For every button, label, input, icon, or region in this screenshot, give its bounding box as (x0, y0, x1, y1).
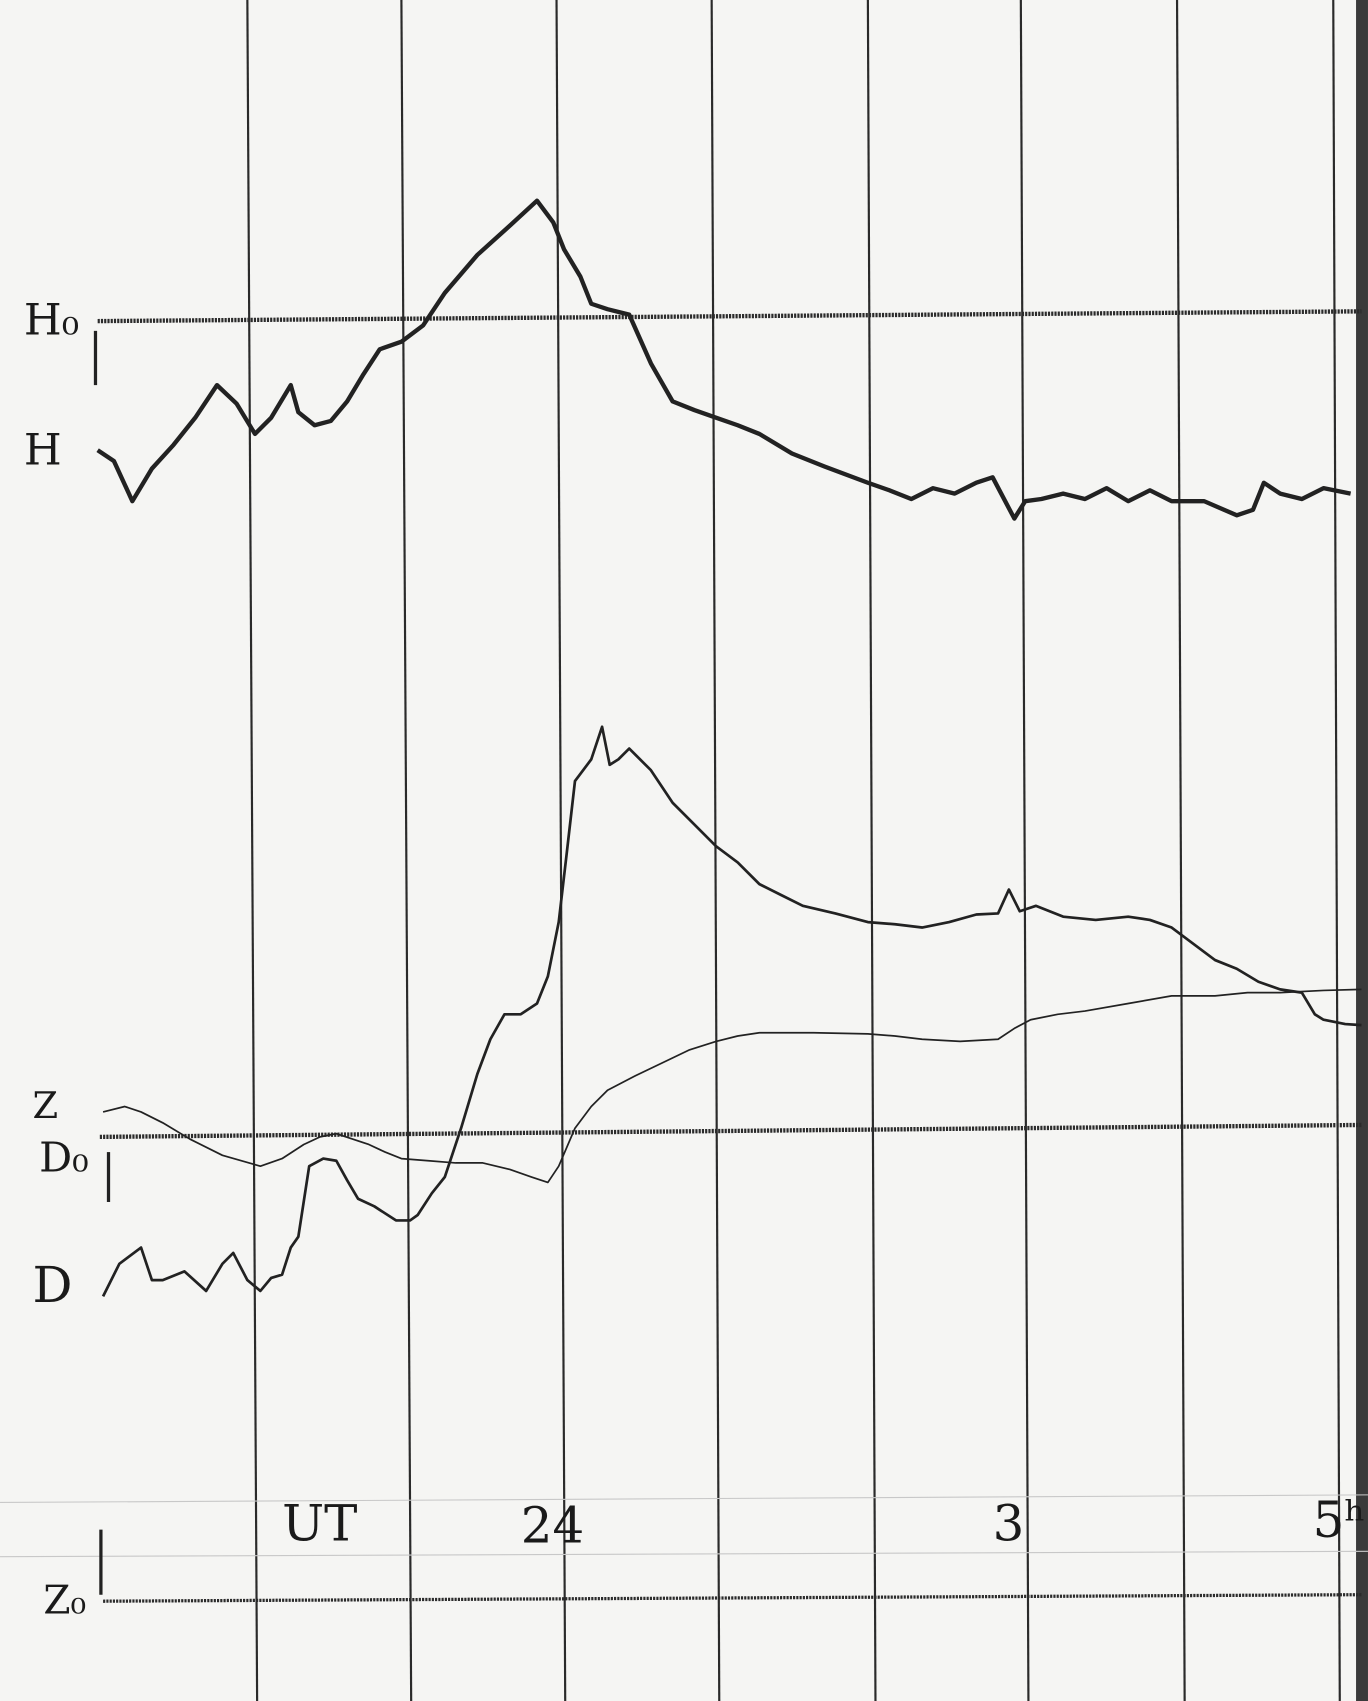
grid-line (1175, 0, 1186, 1701)
z-trace (102, 988, 1362, 1184)
time-mark: 5ʰ (1313, 1491, 1366, 1549)
z-baseline-label: Z₀ (43, 1578, 86, 1623)
time-mark: 24 (521, 1497, 584, 1555)
faint-line (0, 1494, 1368, 1504)
h-baseline-label: H₀ (24, 295, 79, 345)
traces (96, 198, 1362, 1297)
grid-line (1019, 0, 1030, 1701)
z-baseline (103, 1593, 1362, 1603)
grid-line (866, 0, 877, 1701)
time-mark: 3 (993, 1494, 1025, 1552)
z-trace-label: Z (33, 1084, 59, 1127)
h-baseline (97, 309, 1362, 324)
trace-labels: H₀ H Z D₀ D Z₀ (24, 295, 111, 1623)
grid-line (555, 0, 567, 1701)
d-baseline-label: D₀ (39, 1133, 89, 1181)
time-labels: UT 24 3 5ʰ (282, 1491, 1366, 1554)
d-trace-label: D (33, 1256, 73, 1314)
grid-line (1332, 0, 1341, 1701)
grid-line (246, 0, 259, 1701)
h-trace-label: H (24, 425, 62, 475)
h-trace (96, 198, 1352, 521)
scan-edge (1356, 0, 1368, 1701)
d-baseline (99, 1122, 1362, 1140)
time-unit-label: UT (282, 1494, 357, 1552)
faint-line (0, 1550, 1368, 1558)
d-trace (101, 725, 1362, 1297)
grid-line (710, 0, 721, 1701)
grid-line (400, 0, 413, 1701)
baselines (97, 309, 1362, 1603)
